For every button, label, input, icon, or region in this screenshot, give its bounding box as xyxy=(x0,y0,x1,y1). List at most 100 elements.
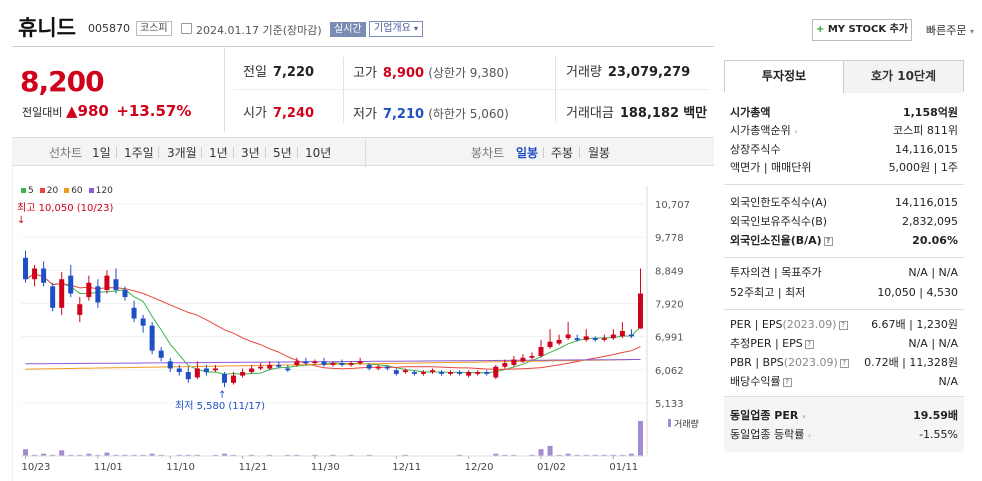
volume-bar xyxy=(511,454,517,456)
price-change: 전일대비 ▲980 +13.57% xyxy=(22,102,191,120)
open-price: 시가 7,240 xyxy=(243,104,314,124)
volume-bar xyxy=(41,453,47,456)
dividend-label: 배당수익률 xyxy=(730,375,781,388)
y-tick-label: 5,133 xyxy=(655,399,684,410)
par-label: 액면가 | 매매단위 xyxy=(730,161,812,174)
chevron-down-icon: ▾ xyxy=(969,27,974,36)
candle-body xyxy=(240,372,246,376)
volume-bar xyxy=(574,454,580,456)
candle-daily[interactable]: 일봉 xyxy=(516,146,539,160)
stock-name: 휴니드 xyxy=(18,16,76,40)
volume-bar xyxy=(330,454,336,456)
realtime-button[interactable]: 실시간 xyxy=(330,22,366,37)
chevron-right-icon: › xyxy=(807,431,812,440)
plus-icon: + xyxy=(815,24,825,35)
period-1w[interactable]: 1주일 xyxy=(124,146,154,160)
period-3m[interactable]: 3개월 xyxy=(167,146,197,160)
candle-body xyxy=(610,334,616,339)
volume-bar xyxy=(457,454,463,456)
candle-body xyxy=(484,372,490,374)
candle-body xyxy=(86,282,92,298)
x-tick-label: 10/23 xyxy=(22,462,51,473)
current-price: 8,200 xyxy=(20,65,105,98)
amount-unit: 백만 xyxy=(683,106,708,121)
separator xyxy=(365,138,366,167)
help-icon[interactable]: ? xyxy=(839,358,849,368)
low-annotation: 최저 5,580 (11/17) xyxy=(175,400,265,412)
industry-rate-label: 동일업종 등락률 xyxy=(730,428,805,441)
separator xyxy=(116,147,117,158)
foreign-limit-row: 외국인한도주식수(A) 14,116,015 xyxy=(730,194,960,212)
industry-per-label: 동일업종 PER xyxy=(730,409,799,422)
candle-body xyxy=(420,372,426,374)
help-icon[interactable]: ? xyxy=(804,339,814,349)
volume-bar xyxy=(140,454,146,456)
dividend-value: N/A xyxy=(938,375,958,388)
shares-value: 14,116,015 xyxy=(895,143,958,156)
stock-chart[interactable]: 5 20 60 120 10,707 9,778 8,849 7,920 6,991 6,062… xyxy=(12,166,714,481)
volume-label: 거래량 xyxy=(566,65,602,80)
period-5y[interactable]: 5년 xyxy=(273,146,292,160)
candle-body xyxy=(167,361,173,369)
chevron-down-icon: ▾ xyxy=(414,24,419,33)
period-10y[interactable]: 10년 xyxy=(305,146,332,160)
divider xyxy=(343,57,344,123)
high-arrow-icon: ↓ xyxy=(17,215,25,226)
prev-close-value: 7,220 xyxy=(272,65,315,80)
period-3y[interactable]: 3년 xyxy=(241,146,260,160)
candle-body xyxy=(402,370,408,373)
volume-bar xyxy=(95,454,101,456)
volume-bar xyxy=(285,454,291,456)
help-icon[interactable]: ? xyxy=(823,236,833,246)
volume-bar xyxy=(113,454,119,456)
volume-legend-swatch xyxy=(668,419,671,427)
candle-weekly[interactable]: 주봉 xyxy=(551,146,574,160)
candle-body xyxy=(511,359,517,365)
volume-bar xyxy=(176,454,182,456)
volume-bar xyxy=(249,454,255,456)
candle-monthly[interactable]: 월봉 xyxy=(588,146,611,160)
chevron-right-icon: › xyxy=(802,412,806,421)
market-rank-row[interactable]: 시가총액순위 › 코스피 811위 xyxy=(730,122,960,140)
candle-chart-label[interactable]: 봉차트 xyxy=(471,146,505,160)
y-tick-label: 6,062 xyxy=(655,366,684,377)
divider xyxy=(724,184,964,185)
volume-bar xyxy=(131,454,137,456)
volume-bar xyxy=(493,453,499,456)
shares-row: 상장주식수 14,116,015 xyxy=(730,141,960,159)
candle-body xyxy=(122,289,128,298)
candle-body xyxy=(637,293,643,329)
open-value: 7,240 xyxy=(272,106,315,121)
industry-per-row[interactable]: 동일업종 PER › 19.59배 xyxy=(730,407,960,425)
volume-bar xyxy=(86,453,92,456)
candle-body xyxy=(285,368,291,371)
base-date: 2024.01.17 기준(장마감) xyxy=(196,24,322,37)
legend-swatch xyxy=(21,188,26,193)
corp-info-dropdown[interactable]: 기업개요 ▾ xyxy=(369,21,424,37)
line-chart-label[interactable]: 선차트 xyxy=(49,146,83,160)
period-1d[interactable]: 1일 xyxy=(92,146,111,160)
tab-order-book[interactable]: 호가 10단계 xyxy=(844,61,963,93)
tab-invest-info[interactable]: 투자정보 xyxy=(725,61,844,93)
separator xyxy=(579,147,580,158)
period-1y[interactable]: 1년 xyxy=(209,146,228,160)
per-date: (2023.09) xyxy=(782,318,837,331)
divider xyxy=(555,57,556,123)
candle-body xyxy=(104,275,110,290)
candle-body xyxy=(113,279,119,290)
y-tick-label: 9,778 xyxy=(655,233,684,244)
my-stock-add-button[interactable]: + MY STOCK 추가 xyxy=(812,19,912,41)
quick-order-link[interactable]: 빠른주문 ▾ xyxy=(926,22,974,38)
x-tick-label: 12/11 xyxy=(392,462,421,473)
help-icon[interactable]: ? xyxy=(782,377,792,387)
volume-bar xyxy=(502,454,508,456)
candle-body xyxy=(565,334,571,339)
quick-order-label: 빠른주문 xyxy=(926,24,967,37)
separator xyxy=(265,147,266,158)
industry-rate-row[interactable]: 동일업종 등락률 › -1.55% xyxy=(730,426,960,444)
pbr-label: PBR | BPS xyxy=(730,356,784,369)
help-icon[interactable]: ? xyxy=(838,320,848,330)
par-value: 5,000원 | 1주 xyxy=(888,161,958,174)
open-label: 시가 xyxy=(243,106,267,121)
w52-label: 52주최고 | 최저 xyxy=(730,286,806,299)
